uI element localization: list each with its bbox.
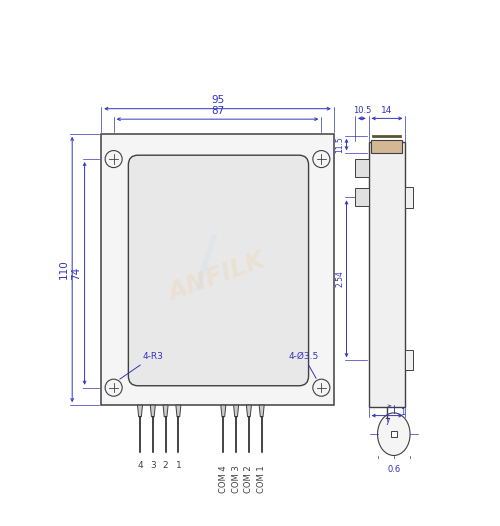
Bar	[406, 187, 413, 207]
Text: 10.5: 10.5	[352, 106, 371, 115]
Text: 74: 74	[72, 267, 82, 280]
Polygon shape	[163, 405, 168, 417]
Text: 95: 95	[211, 95, 224, 105]
Text: 4: 4	[137, 461, 143, 470]
Text: 87: 87	[211, 106, 224, 116]
Polygon shape	[221, 405, 226, 417]
Text: 1: 1	[176, 461, 181, 470]
Bar	[355, 188, 368, 206]
Text: 0.6: 0.6	[387, 465, 400, 474]
Text: 3: 3	[150, 461, 156, 470]
Polygon shape	[259, 405, 264, 417]
Polygon shape	[138, 405, 142, 417]
Bar	[390, 431, 397, 438]
Polygon shape	[234, 405, 238, 417]
Bar	[368, 141, 406, 407]
Bar	[372, 140, 402, 153]
Text: COM 4: COM 4	[219, 465, 228, 493]
Polygon shape	[176, 405, 181, 417]
Text: 2: 2	[163, 461, 168, 470]
Text: 1: 1	[400, 408, 406, 417]
Text: 4-Ø3.5: 4-Ø3.5	[288, 351, 318, 378]
Text: 110: 110	[58, 260, 68, 279]
Text: 4-R3: 4-R3	[120, 351, 164, 379]
Text: ANFILK: ANFILK	[166, 249, 270, 306]
Text: COM 3: COM 3	[232, 465, 240, 493]
Bar	[101, 134, 334, 405]
Polygon shape	[246, 405, 252, 417]
Polygon shape	[150, 405, 156, 417]
Bar	[355, 159, 368, 177]
Text: 11.5: 11.5	[336, 136, 344, 153]
Text: 2.54: 2.54	[336, 270, 344, 287]
Text: 14: 14	[382, 106, 392, 115]
Text: COM 1: COM 1	[257, 465, 266, 493]
Bar	[406, 350, 413, 370]
FancyBboxPatch shape	[128, 155, 308, 386]
Text: COM 2: COM 2	[244, 465, 254, 493]
Text: 7: 7	[384, 418, 390, 427]
Text: /: /	[194, 232, 218, 299]
Ellipse shape	[378, 413, 410, 456]
